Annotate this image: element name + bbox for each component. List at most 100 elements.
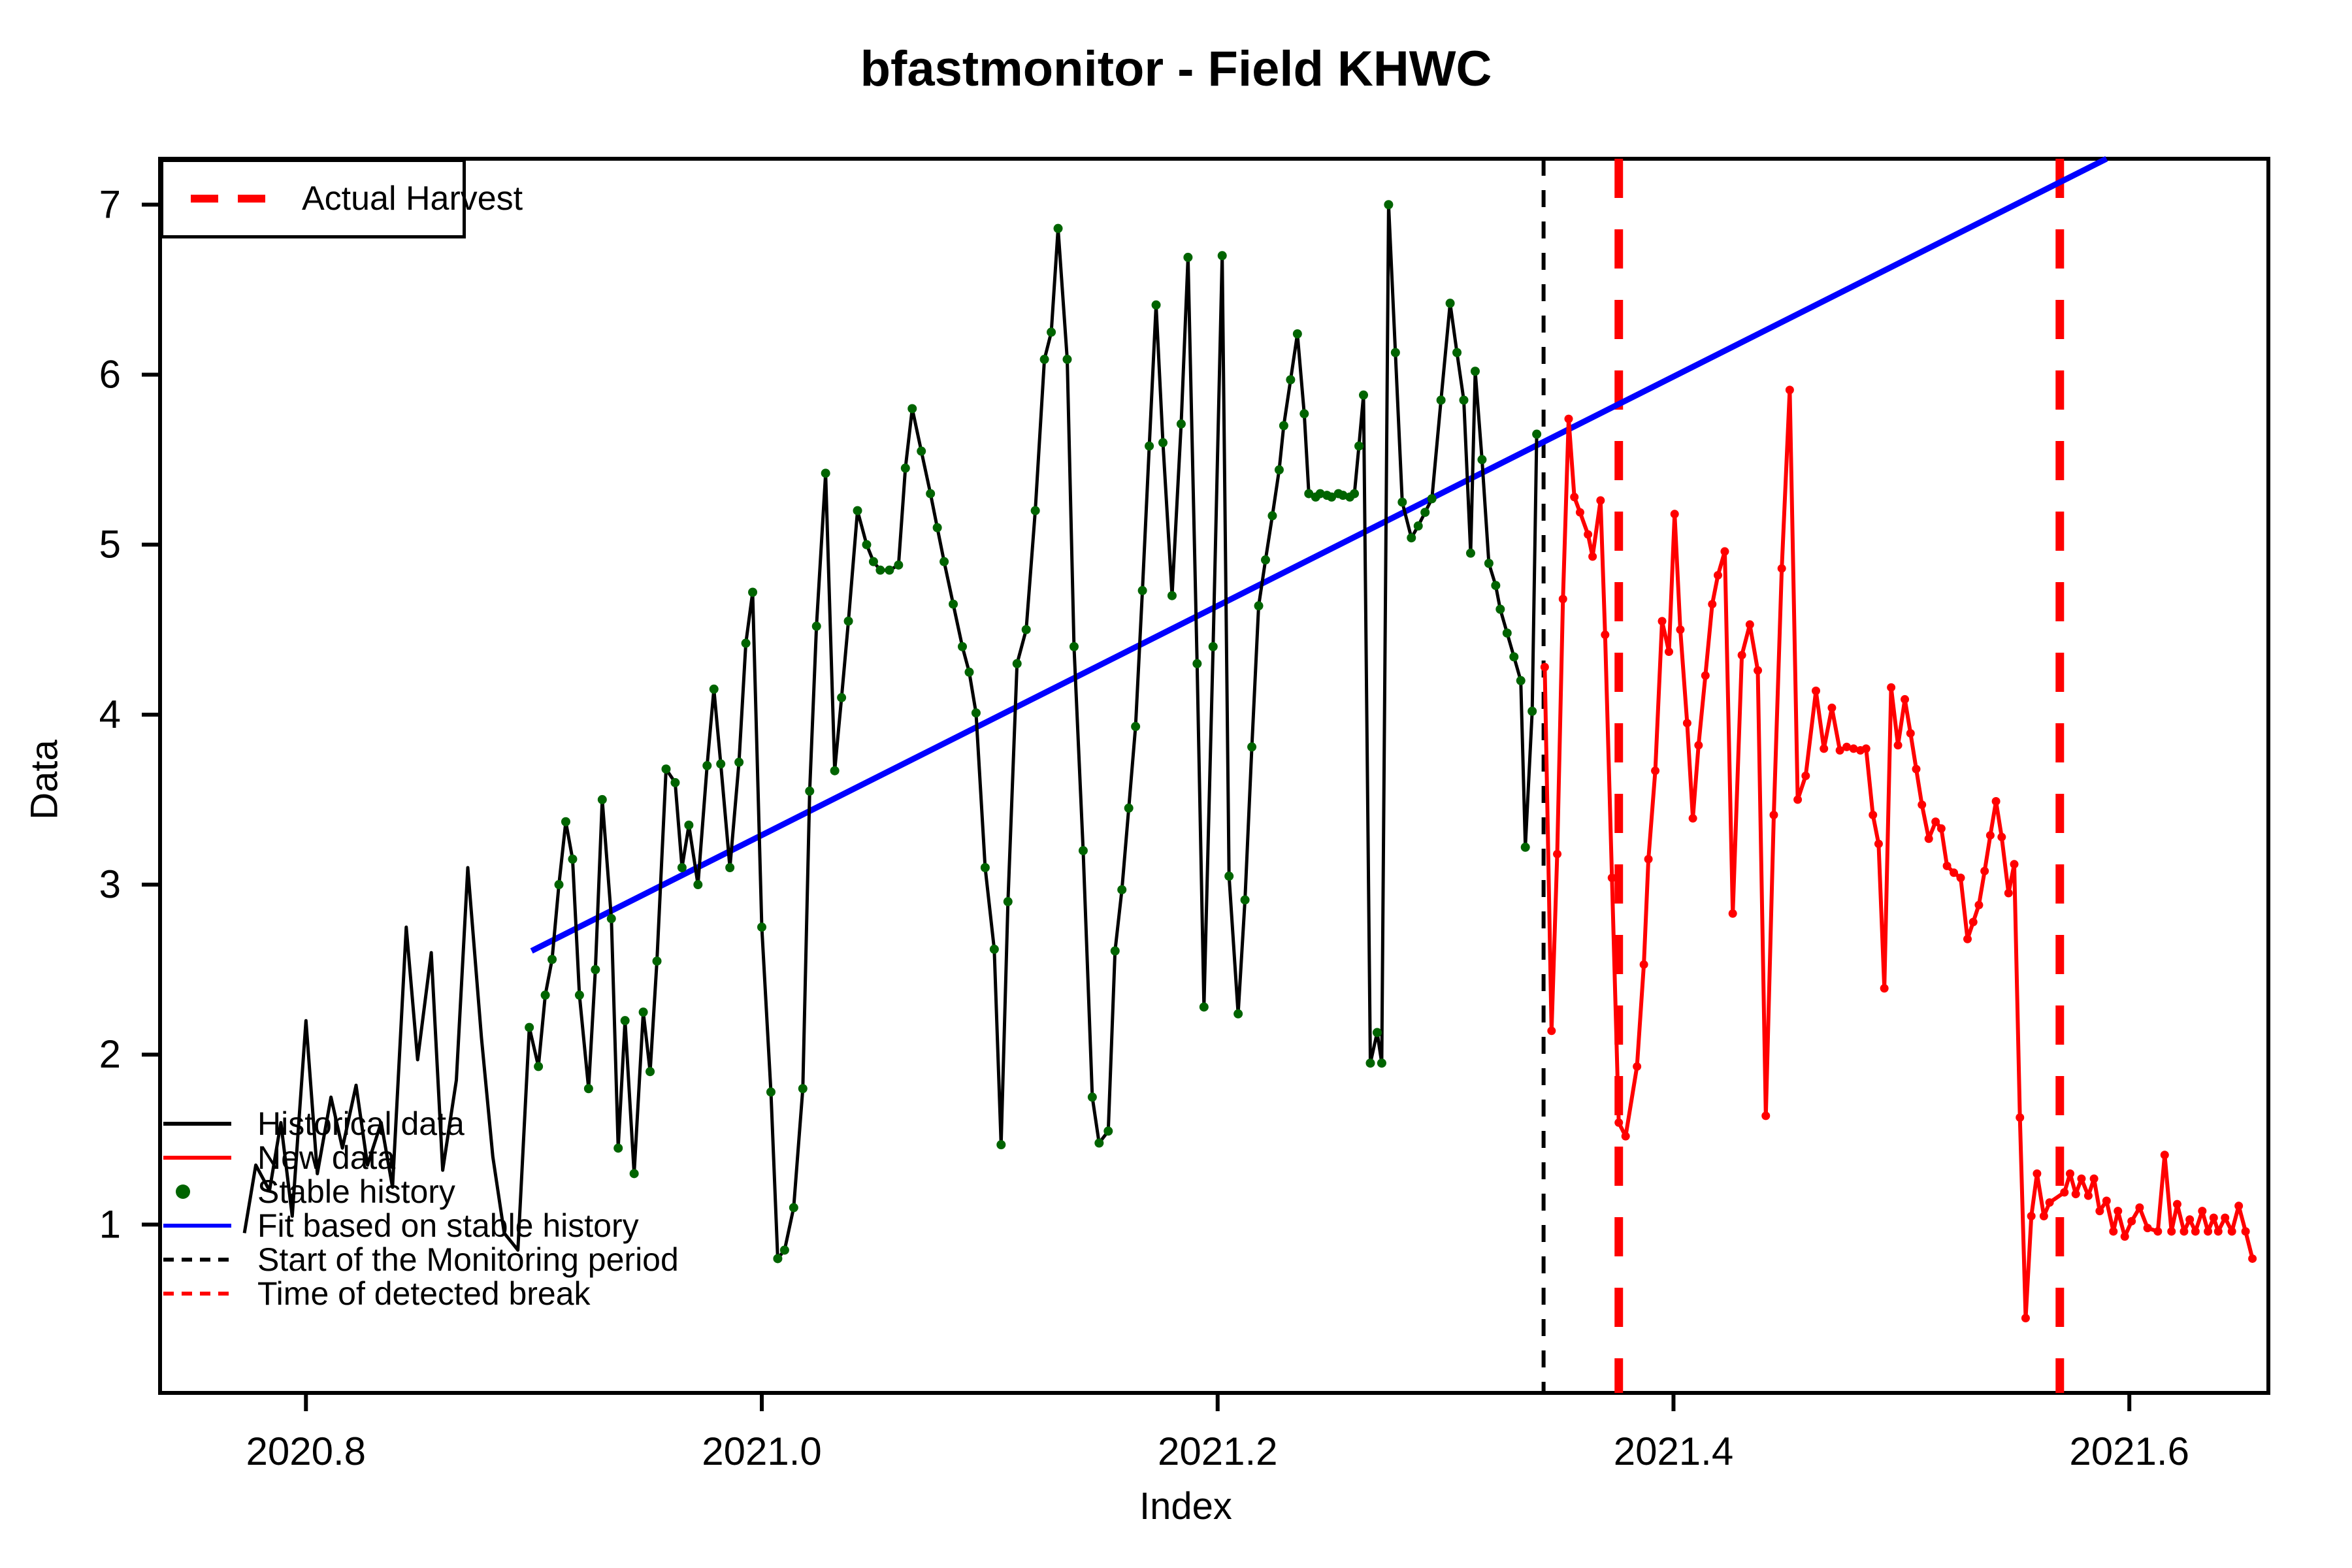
new-data-dot bbox=[1708, 600, 1717, 609]
new-data-dot bbox=[1812, 686, 1821, 695]
new-data-dot bbox=[2109, 1227, 2118, 1236]
stable-history-dot bbox=[1110, 946, 1120, 956]
new-data-dot bbox=[1639, 960, 1648, 969]
new-data-dot bbox=[1713, 570, 1722, 580]
stable-history-dot bbox=[1350, 489, 1360, 498]
stable-history-dot bbox=[1465, 548, 1475, 558]
stable-history-dot bbox=[894, 560, 904, 570]
new-data-dot bbox=[1688, 814, 1697, 823]
stable-history-dot bbox=[591, 965, 600, 975]
new-data-line-icon bbox=[163, 1148, 231, 1168]
y-tick-label: 7 bbox=[99, 182, 121, 226]
stable-history-dot bbox=[1240, 895, 1250, 905]
stable-history-dot bbox=[693, 880, 703, 890]
new-data-dot bbox=[2004, 889, 2013, 898]
stable-history-dot bbox=[534, 1062, 544, 1071]
new-data-dot bbox=[2180, 1227, 2189, 1236]
stable-history-dot bbox=[1069, 642, 1079, 651]
stable-history-dot bbox=[661, 764, 671, 774]
stable-history-dot bbox=[1427, 494, 1437, 504]
new-data-dot bbox=[2213, 1227, 2223, 1236]
new-data-dot bbox=[1887, 683, 1896, 692]
new-data-dot bbox=[1950, 868, 1959, 877]
actual-harvest-dash-icon bbox=[191, 195, 268, 203]
stable-history-dot bbox=[766, 1087, 776, 1097]
stable-history-dot bbox=[597, 794, 607, 804]
stable-history-dot bbox=[1377, 1058, 1386, 1068]
stable-history-dot bbox=[949, 599, 958, 609]
stable-history-dot bbox=[875, 565, 885, 575]
stable-history-dot bbox=[1087, 1092, 1097, 1102]
new-data-dot bbox=[2010, 860, 2019, 869]
new-data-dot bbox=[1588, 552, 1597, 561]
new-data-dot bbox=[1997, 832, 2006, 841]
y-tick-label: 5 bbox=[99, 523, 121, 566]
stable-history-dot bbox=[1003, 897, 1013, 907]
new-data-dot bbox=[2033, 1169, 2042, 1178]
stable-history-dot bbox=[1030, 506, 1040, 515]
stable-history-dot bbox=[684, 820, 694, 830]
new-data-dot bbox=[2191, 1227, 2200, 1236]
stable-history-dot bbox=[1527, 706, 1537, 716]
stable-history-dot bbox=[1103, 1126, 1113, 1136]
new-data-dot bbox=[1621, 1132, 1630, 1141]
stable-history-dot bbox=[1047, 327, 1056, 337]
stable-history-dot bbox=[1012, 659, 1022, 668]
stable-history-dot bbox=[821, 468, 830, 478]
new-data-dot bbox=[1694, 741, 1703, 750]
stable-history-dot bbox=[670, 777, 680, 787]
stable-history-dot bbox=[798, 1084, 808, 1094]
stable-history-dot bbox=[773, 1254, 783, 1264]
new-data-dot bbox=[2089, 1174, 2099, 1183]
new-data-dot bbox=[1849, 744, 1858, 753]
new-data-dot bbox=[1607, 874, 1616, 883]
new-data-dot bbox=[1651, 766, 1660, 776]
new-data-dot bbox=[1754, 666, 1763, 675]
x-tick-label: 2021.0 bbox=[702, 1429, 822, 1473]
new-data-dot bbox=[1676, 625, 1685, 634]
new-data-dot bbox=[2143, 1224, 2152, 1233]
stable-history-dot bbox=[917, 446, 926, 456]
stable-history-dot bbox=[725, 863, 735, 873]
stable-history-dot bbox=[638, 1007, 648, 1017]
new-data-dot bbox=[2172, 1200, 2181, 1209]
stable-history-dot bbox=[1039, 355, 1049, 365]
new-data-dot bbox=[1584, 530, 1593, 539]
stable-history-dot bbox=[1208, 642, 1218, 651]
stable-history-dot bbox=[1279, 421, 1288, 431]
stable-history-dot bbox=[1247, 742, 1257, 752]
stable-history-dot bbox=[1470, 367, 1480, 376]
x-tick-label: 2021.2 bbox=[1158, 1429, 1278, 1473]
stable-history-dot bbox=[1124, 803, 1134, 813]
stable-history-dot bbox=[868, 557, 878, 566]
stable-history-dot bbox=[1520, 842, 1530, 852]
new-data-dot bbox=[1664, 647, 1673, 657]
stable-history-dot bbox=[805, 786, 815, 796]
new-data-dot bbox=[1968, 917, 1978, 926]
stable-history-dot bbox=[900, 463, 910, 473]
stable-history-dot bbox=[1390, 348, 1400, 357]
new-data-dot bbox=[1820, 744, 1829, 753]
new-data-dot bbox=[1769, 810, 1778, 819]
stable-history-dot bbox=[629, 1169, 639, 1179]
stable-history-dot bbox=[709, 684, 719, 694]
y-axis-title: Data bbox=[23, 740, 66, 820]
new-data-dot bbox=[2039, 1211, 2048, 1220]
legend-item-stable-history: Stable history bbox=[163, 1173, 679, 1210]
x-tick-label: 2021.4 bbox=[1614, 1429, 1734, 1473]
stable-history-dot bbox=[837, 693, 847, 702]
legend-label: Time of detected break bbox=[257, 1275, 591, 1312]
stable-history-dot bbox=[1413, 521, 1423, 531]
stable-history-dot bbox=[1176, 419, 1186, 429]
new-data-dot bbox=[1540, 662, 1549, 672]
new-data-dot bbox=[2114, 1207, 2123, 1216]
new-data-dot bbox=[2065, 1169, 2074, 1178]
stable-history-dot bbox=[1452, 348, 1462, 357]
new-data-dot bbox=[2127, 1217, 2136, 1226]
new-data-dot bbox=[1777, 564, 1786, 573]
new-data-dot bbox=[1658, 617, 1667, 626]
legend-label: Stable history bbox=[257, 1173, 455, 1210]
stable-history-dot bbox=[862, 540, 872, 549]
new-data-dot bbox=[2120, 1232, 2129, 1241]
